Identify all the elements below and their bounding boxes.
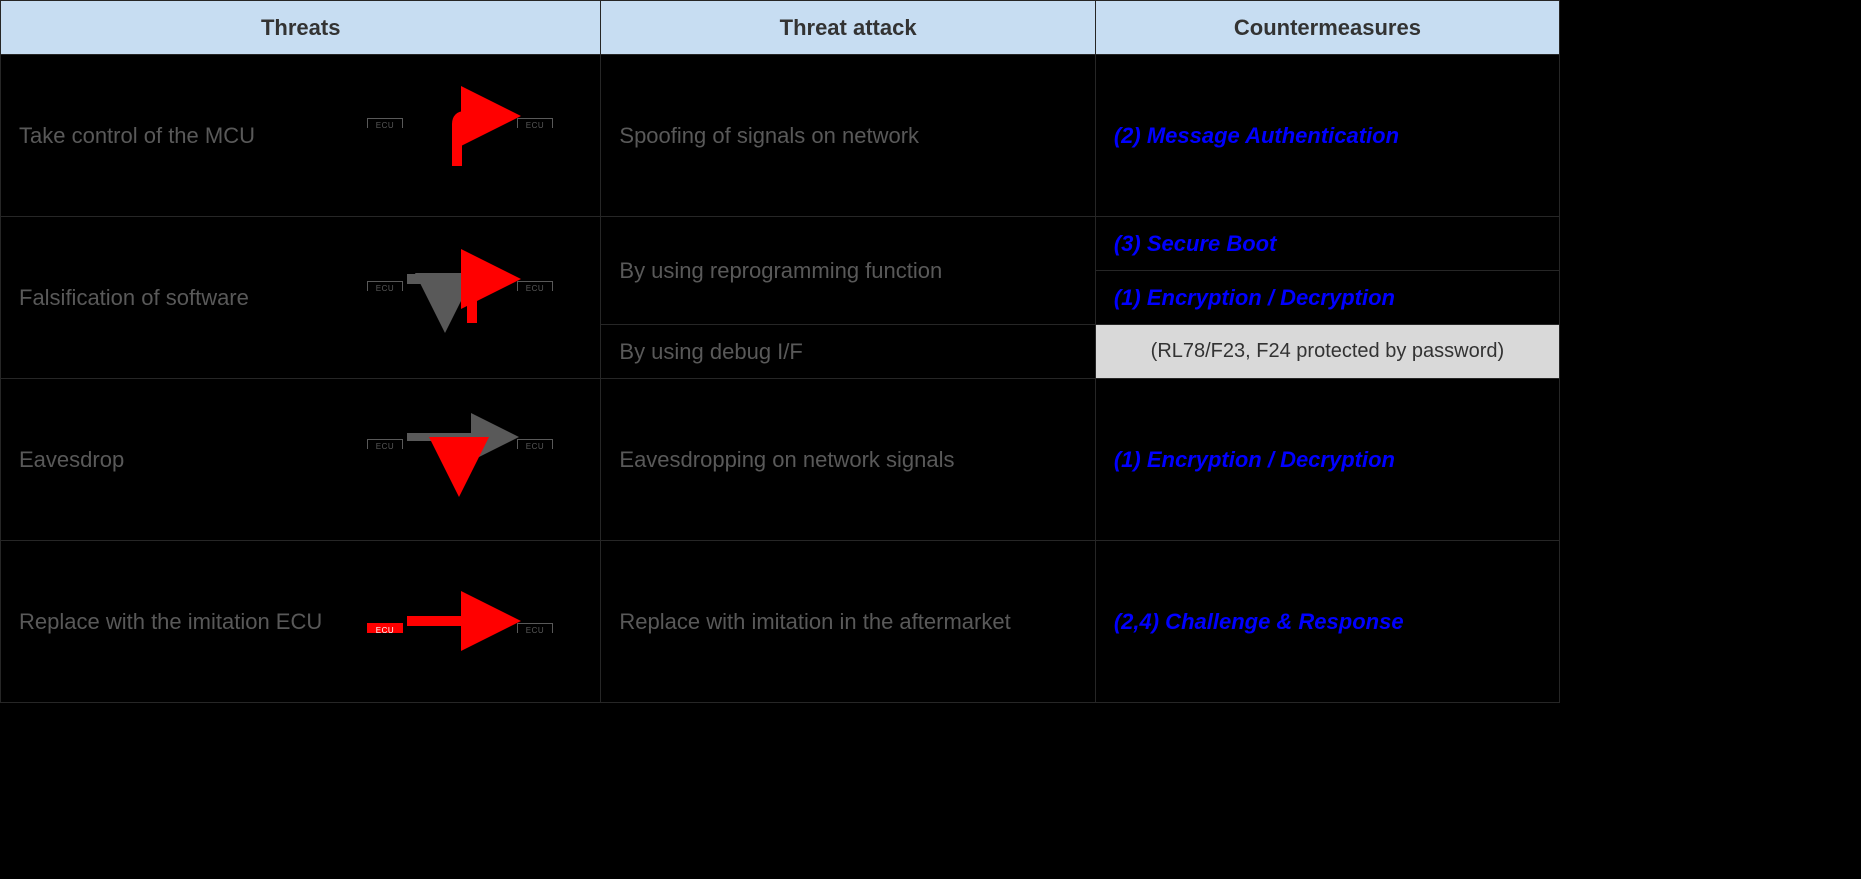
attack-cell: Eavesdropping on network signals [601, 379, 1095, 541]
counter-cell: (3) Secure Boot [1095, 217, 1559, 271]
threat-label: Eavesdrop [19, 447, 339, 473]
attack-cell: Spoofing of signals on network [601, 55, 1095, 217]
counter-text: (1) Encryption / Decryption [1114, 447, 1395, 472]
attack-cell: By using debug I/F [601, 325, 1095, 379]
table-row: Take control of the MCU ECU ECU [1, 55, 1560, 217]
table-row: Eavesdrop ECU ECU Eavesdropping on netwo… [1, 379, 1560, 541]
attack-cell: By using reprogramming function [601, 217, 1095, 325]
counter-text: (2,4) Challenge & Response [1114, 609, 1404, 634]
threat-diagram-replace: ECU ECU [351, 597, 582, 647]
arrow-red [472, 279, 511, 323]
diagram-svg: ECU ECU [367, 253, 567, 343]
counter-text: (3) Secure Boot [1114, 231, 1277, 256]
ecu-box: ECU [517, 438, 553, 449]
ecu-box-red: ECU [367, 622, 403, 633]
header-row: Threats Threat attack Countermeasures [1, 1, 1560, 55]
table-row: Falsification of software ECU ECU By usi… [1, 217, 1560, 271]
header-attack: Threat attack [601, 1, 1095, 55]
counter-cell: (2) Message Authentication [1095, 55, 1559, 217]
ecu-box: ECU [367, 280, 403, 291]
threats-table: Threats Threat attack Countermeasures Ta… [0, 0, 1560, 703]
diagram-svg: ECU ECU [367, 415, 567, 505]
attack-cell: Replace with imitation in the aftermarke… [601, 541, 1095, 703]
threat-diagram-falsify: ECU ECU [351, 253, 582, 343]
arrow-grey [407, 279, 445, 323]
threat-label: Take control of the MCU [19, 123, 339, 149]
arrow-red [457, 116, 511, 166]
diagram-svg: ECU ECU [367, 96, 567, 176]
counter-note-cell: (RL78/F23, F24 protected by password) [1095, 325, 1559, 379]
header-counter: Countermeasures [1095, 1, 1559, 55]
threat-cell: Eavesdrop ECU ECU [1, 379, 601, 541]
counter-text: (2) Message Authentication [1114, 123, 1399, 148]
ecu-box: ECU [517, 280, 553, 291]
ecu-box: ECU [367, 438, 403, 449]
header-threats: Threats [1, 1, 601, 55]
threat-cell: Take control of the MCU ECU ECU [1, 55, 601, 217]
diagram-svg: ECU ECU [367, 597, 567, 647]
table-row: Replace with the imitation ECU ECU ECU R… [1, 541, 1560, 703]
threat-diagram-spoof: ECU ECU [351, 96, 582, 176]
threat-cell: Replace with the imitation ECU ECU ECU [1, 541, 601, 703]
counter-cell: (1) Encryption / Decryption [1095, 379, 1559, 541]
ecu-box: ECU [517, 117, 553, 128]
threat-cell: Falsification of software ECU ECU [1, 217, 601, 379]
ecu-box: ECU [517, 622, 553, 633]
counter-text: (1) Encryption / Decryption [1114, 285, 1395, 310]
table-wrapper: Threats Threat attack Countermeasures Ta… [0, 0, 1560, 703]
threat-label: Replace with the imitation ECU [19, 609, 339, 635]
threat-diagram-eavesdrop: ECU ECU [351, 415, 582, 505]
counter-cell: (1) Encryption / Decryption [1095, 271, 1559, 325]
counter-cell: (2,4) Challenge & Response [1095, 541, 1559, 703]
threat-label: Falsification of software [19, 285, 339, 311]
ecu-box: ECU [367, 117, 403, 128]
